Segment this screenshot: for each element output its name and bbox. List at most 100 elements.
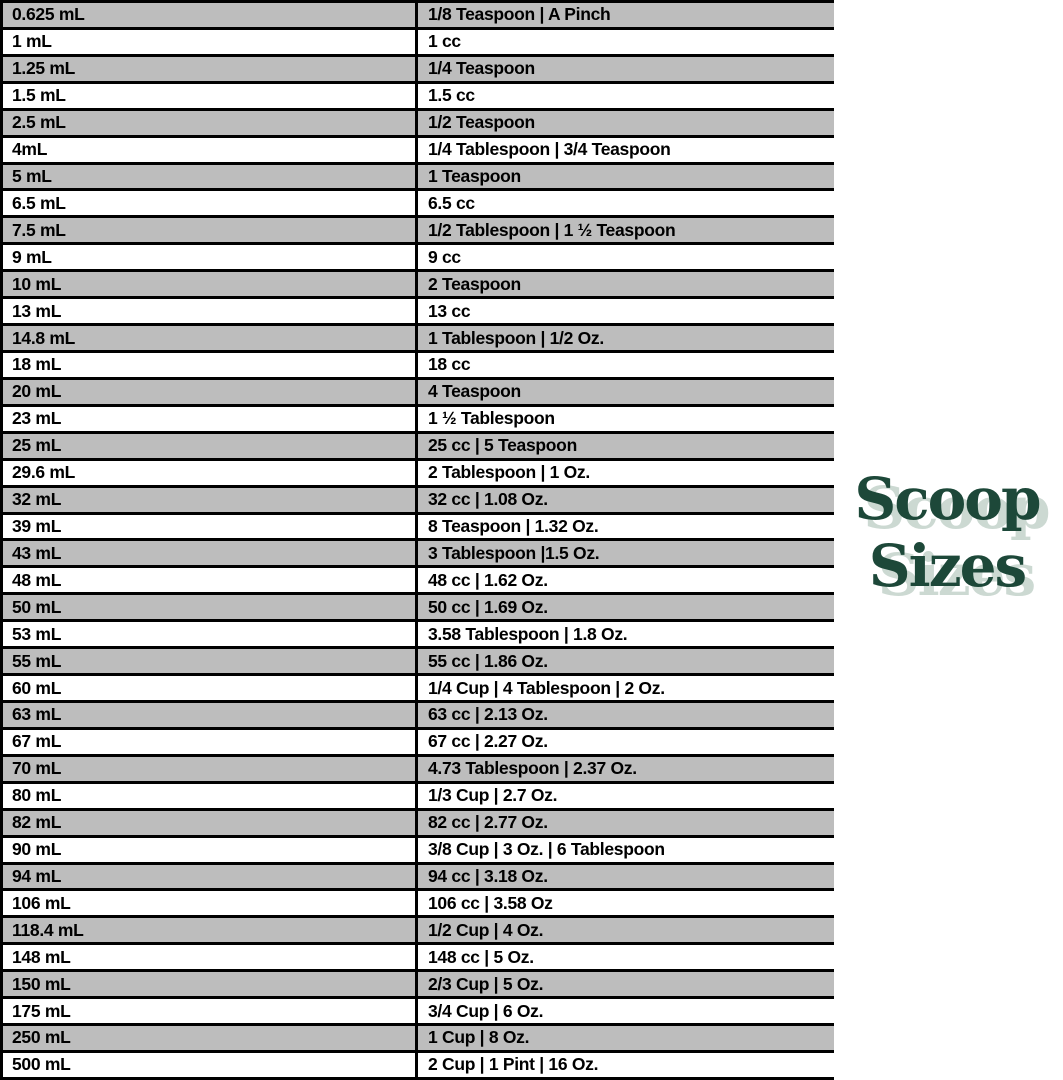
ml-cell: 67 mL xyxy=(3,729,418,754)
conversion-cell: 8 Teaspoon | 1.32 Oz. xyxy=(428,515,599,536)
table-row: 90 mL 3/8 Cup | 3 Oz. | 6 Tablespoon xyxy=(3,837,834,865)
table-row: 4mL 1/4 Tablespoon | 3/4 Teaspoon xyxy=(3,137,834,165)
table-row: 60 mL 1/4 Cup | 4 Tablespoon | 2 Oz. xyxy=(3,676,834,703)
conversion-cell: 1/2 Tablespoon | 1 ½ Teaspoon xyxy=(428,219,676,240)
scoop-sizes-logo: Scoop Sizes xyxy=(836,466,1058,600)
table-row: 67 mL 67 cc | 2.27 Oz. xyxy=(3,729,834,757)
conversion-cell: 2 Teaspoon xyxy=(428,273,521,294)
conversion-cell: 1/2 Teaspoon xyxy=(428,112,535,133)
table-row: 82 mL 82 cc | 2.77 Oz. xyxy=(3,810,834,838)
ml-cell: 150 mL xyxy=(3,972,418,997)
ml-cell: 63 mL xyxy=(3,702,418,727)
ml-cell: 14.8 mL xyxy=(3,326,418,350)
table-row: 48 mL 48 cc | 1.62 Oz. xyxy=(3,568,834,596)
table-row: 0.625 mL 1/8 Teaspoon | A Pinch xyxy=(3,3,834,30)
ml-cell: 18 mL xyxy=(3,352,418,377)
conversion-cell: 55 cc | 1.86 Oz. xyxy=(428,650,548,671)
ml-cell: 80 mL xyxy=(3,783,418,808)
conversion-cell: 82 cc | 2.77 Oz. xyxy=(428,812,548,833)
ml-cell: 1 mL xyxy=(3,29,418,54)
ml-cell: 175 mL xyxy=(3,999,418,1024)
ml-cell: 94 mL xyxy=(3,864,418,889)
ml-cell: 4mL xyxy=(3,137,418,162)
logo-line-1: Scoop xyxy=(854,465,1041,533)
ml-cell: 55 mL xyxy=(3,649,418,674)
table-row: 18 mL 18 cc xyxy=(3,352,834,380)
conversion-cell: 148 cc | 5 Oz. xyxy=(428,946,534,967)
conversion-cell: 1 cc xyxy=(428,31,461,52)
conversion-cell: 4.73 Tablespoon | 2.37 Oz. xyxy=(428,758,637,779)
ml-cell: 1.25 mL xyxy=(3,56,418,81)
conversion-cell: 94 cc | 3.18 Oz. xyxy=(428,865,548,886)
ml-cell: 6.5 mL xyxy=(3,191,418,216)
conversion-cell: 1/3 Cup | 2.7 Oz. xyxy=(428,785,558,806)
ml-cell: 25 mL xyxy=(3,433,418,458)
table-row: 55 mL 55 cc | 1.86 Oz. xyxy=(3,649,834,677)
conversion-cell: 63 cc | 2.13 Oz. xyxy=(428,704,548,725)
conversion-cell: 1/4 Cup | 4 Tablespoon | 2 Oz. xyxy=(428,677,665,698)
conversion-cell: 3/8 Cup | 3 Oz. | 6 Tablespoon xyxy=(428,839,665,860)
table-row: 106 mL 106 cc | 3.58 Oz xyxy=(3,891,834,919)
ml-cell: 0.625 mL xyxy=(3,3,418,27)
logo-line-2: Sizes xyxy=(868,532,1027,600)
conversion-cell: 1/4 Teaspoon xyxy=(428,58,535,79)
ml-cell: 20 mL xyxy=(3,379,418,404)
conversion-cell: 3 Tablespoon |1.5 Oz. xyxy=(428,542,600,563)
table-row: 70 mL 4.73 Tablespoon | 2.37 Oz. xyxy=(3,756,834,784)
conversion-cell: 48 cc | 1.62 Oz. xyxy=(428,569,548,590)
ml-cell: 23 mL xyxy=(3,406,418,431)
table-row: 43 mL 3 Tablespoon |1.5 Oz. xyxy=(3,541,834,569)
table-row: 7.5 mL 1/2 Tablespoon | 1 ½ Teaspoon xyxy=(3,218,834,246)
ml-cell: 53 mL xyxy=(3,622,418,647)
conversion-cell: 1/8 Teaspoon | A Pinch xyxy=(428,4,611,25)
conversion-cell: 1/4 Tablespoon | 3/4 Teaspoon xyxy=(428,139,671,160)
ml-cell: 43 mL xyxy=(3,541,418,566)
conversion-cell: 67 cc | 2.27 Oz. xyxy=(428,731,548,752)
table-row: 1 mL 1 cc xyxy=(3,29,834,57)
conversion-cell: 9 cc xyxy=(428,246,461,267)
conversion-cell: 3.58 Tablespoon | 1.8 Oz. xyxy=(428,623,628,644)
conversion-cell: 1.5 cc xyxy=(428,85,475,106)
table-row: 9 mL 9 cc xyxy=(3,245,834,273)
conversion-cell: 1 ½ Tablespoon xyxy=(428,408,555,429)
conversion-cell: 18 cc xyxy=(428,354,471,375)
table-row: 94 mL 94 cc | 3.18 Oz. xyxy=(3,864,834,892)
conversion-cell: 1/2 Cup | 4 Oz. xyxy=(428,919,544,940)
conversion-cell: 13 cc xyxy=(428,300,471,321)
table-row: 250 mL 1 Cup | 8 Oz. xyxy=(3,1026,834,1053)
ml-cell: 50 mL xyxy=(3,595,418,620)
ml-cell: 39 mL xyxy=(3,514,418,539)
ml-cell: 1.5 mL xyxy=(3,83,418,108)
ml-cell: 13 mL xyxy=(3,299,418,324)
table-row: 118.4 mL 1/2 Cup | 4 Oz. xyxy=(3,918,834,946)
ml-cell: 90 mL xyxy=(3,837,418,862)
ml-cell: 106 mL xyxy=(3,891,418,916)
ml-cell: 2.5 mL xyxy=(3,110,418,135)
conversion-cell: 1 Tablespoon | 1/2 Oz. xyxy=(428,327,604,348)
table-row: 5 mL 1 Teaspoon xyxy=(3,164,834,192)
ml-cell: 250 mL xyxy=(3,1026,418,1050)
table-row: 53 mL 3.58 Tablespoon | 1.8 Oz. xyxy=(3,622,834,650)
table-row: 1.5 mL 1.5 cc xyxy=(3,83,834,111)
table-row: 150 mL 2/3 Cup | 5 Oz. xyxy=(3,972,834,1000)
table-row: 23 mL 1 ½ Tablespoon xyxy=(3,406,834,434)
conversion-cell: 25 cc | 5 Teaspoon xyxy=(428,435,577,456)
table-row: 2.5 mL 1/2 Teaspoon xyxy=(3,110,834,138)
table-row: 20 mL 4 Teaspoon xyxy=(3,379,834,407)
conversion-table: 0.625 mL 1/8 Teaspoon | A Pinch 1 mL 1 cc 1.… xyxy=(0,0,834,1080)
conversion-cell: 106 cc | 3.58 Oz xyxy=(428,892,553,913)
table-row: 148 mL 148 cc | 5 Oz. xyxy=(3,945,834,973)
conversion-cell: 2 Cup | 1 Pint | 16 Oz. xyxy=(428,1054,599,1075)
ml-cell: 32 mL xyxy=(3,487,418,512)
ml-cell: 9 mL xyxy=(3,245,418,270)
table-row: 80 mL 1/3 Cup | 2.7 Oz. xyxy=(3,783,834,811)
ml-cell: 60 mL xyxy=(3,676,418,700)
conversion-cell: 1 Cup | 8 Oz. xyxy=(428,1027,530,1048)
conversion-cell: 6.5 cc xyxy=(428,192,475,213)
conversion-cell: 4 Teaspoon xyxy=(428,381,521,402)
conversion-cell: 50 cc | 1.69 Oz. xyxy=(428,596,548,617)
conversion-cell: 2/3 Cup | 5 Oz. xyxy=(428,973,544,994)
table-row: 39 mL 8 Teaspoon | 1.32 Oz. xyxy=(3,514,834,542)
table-row: 32 mL 32 cc | 1.08 Oz. xyxy=(3,487,834,515)
conversion-cell: 3/4 Cup | 6 Oz. xyxy=(428,1000,544,1021)
